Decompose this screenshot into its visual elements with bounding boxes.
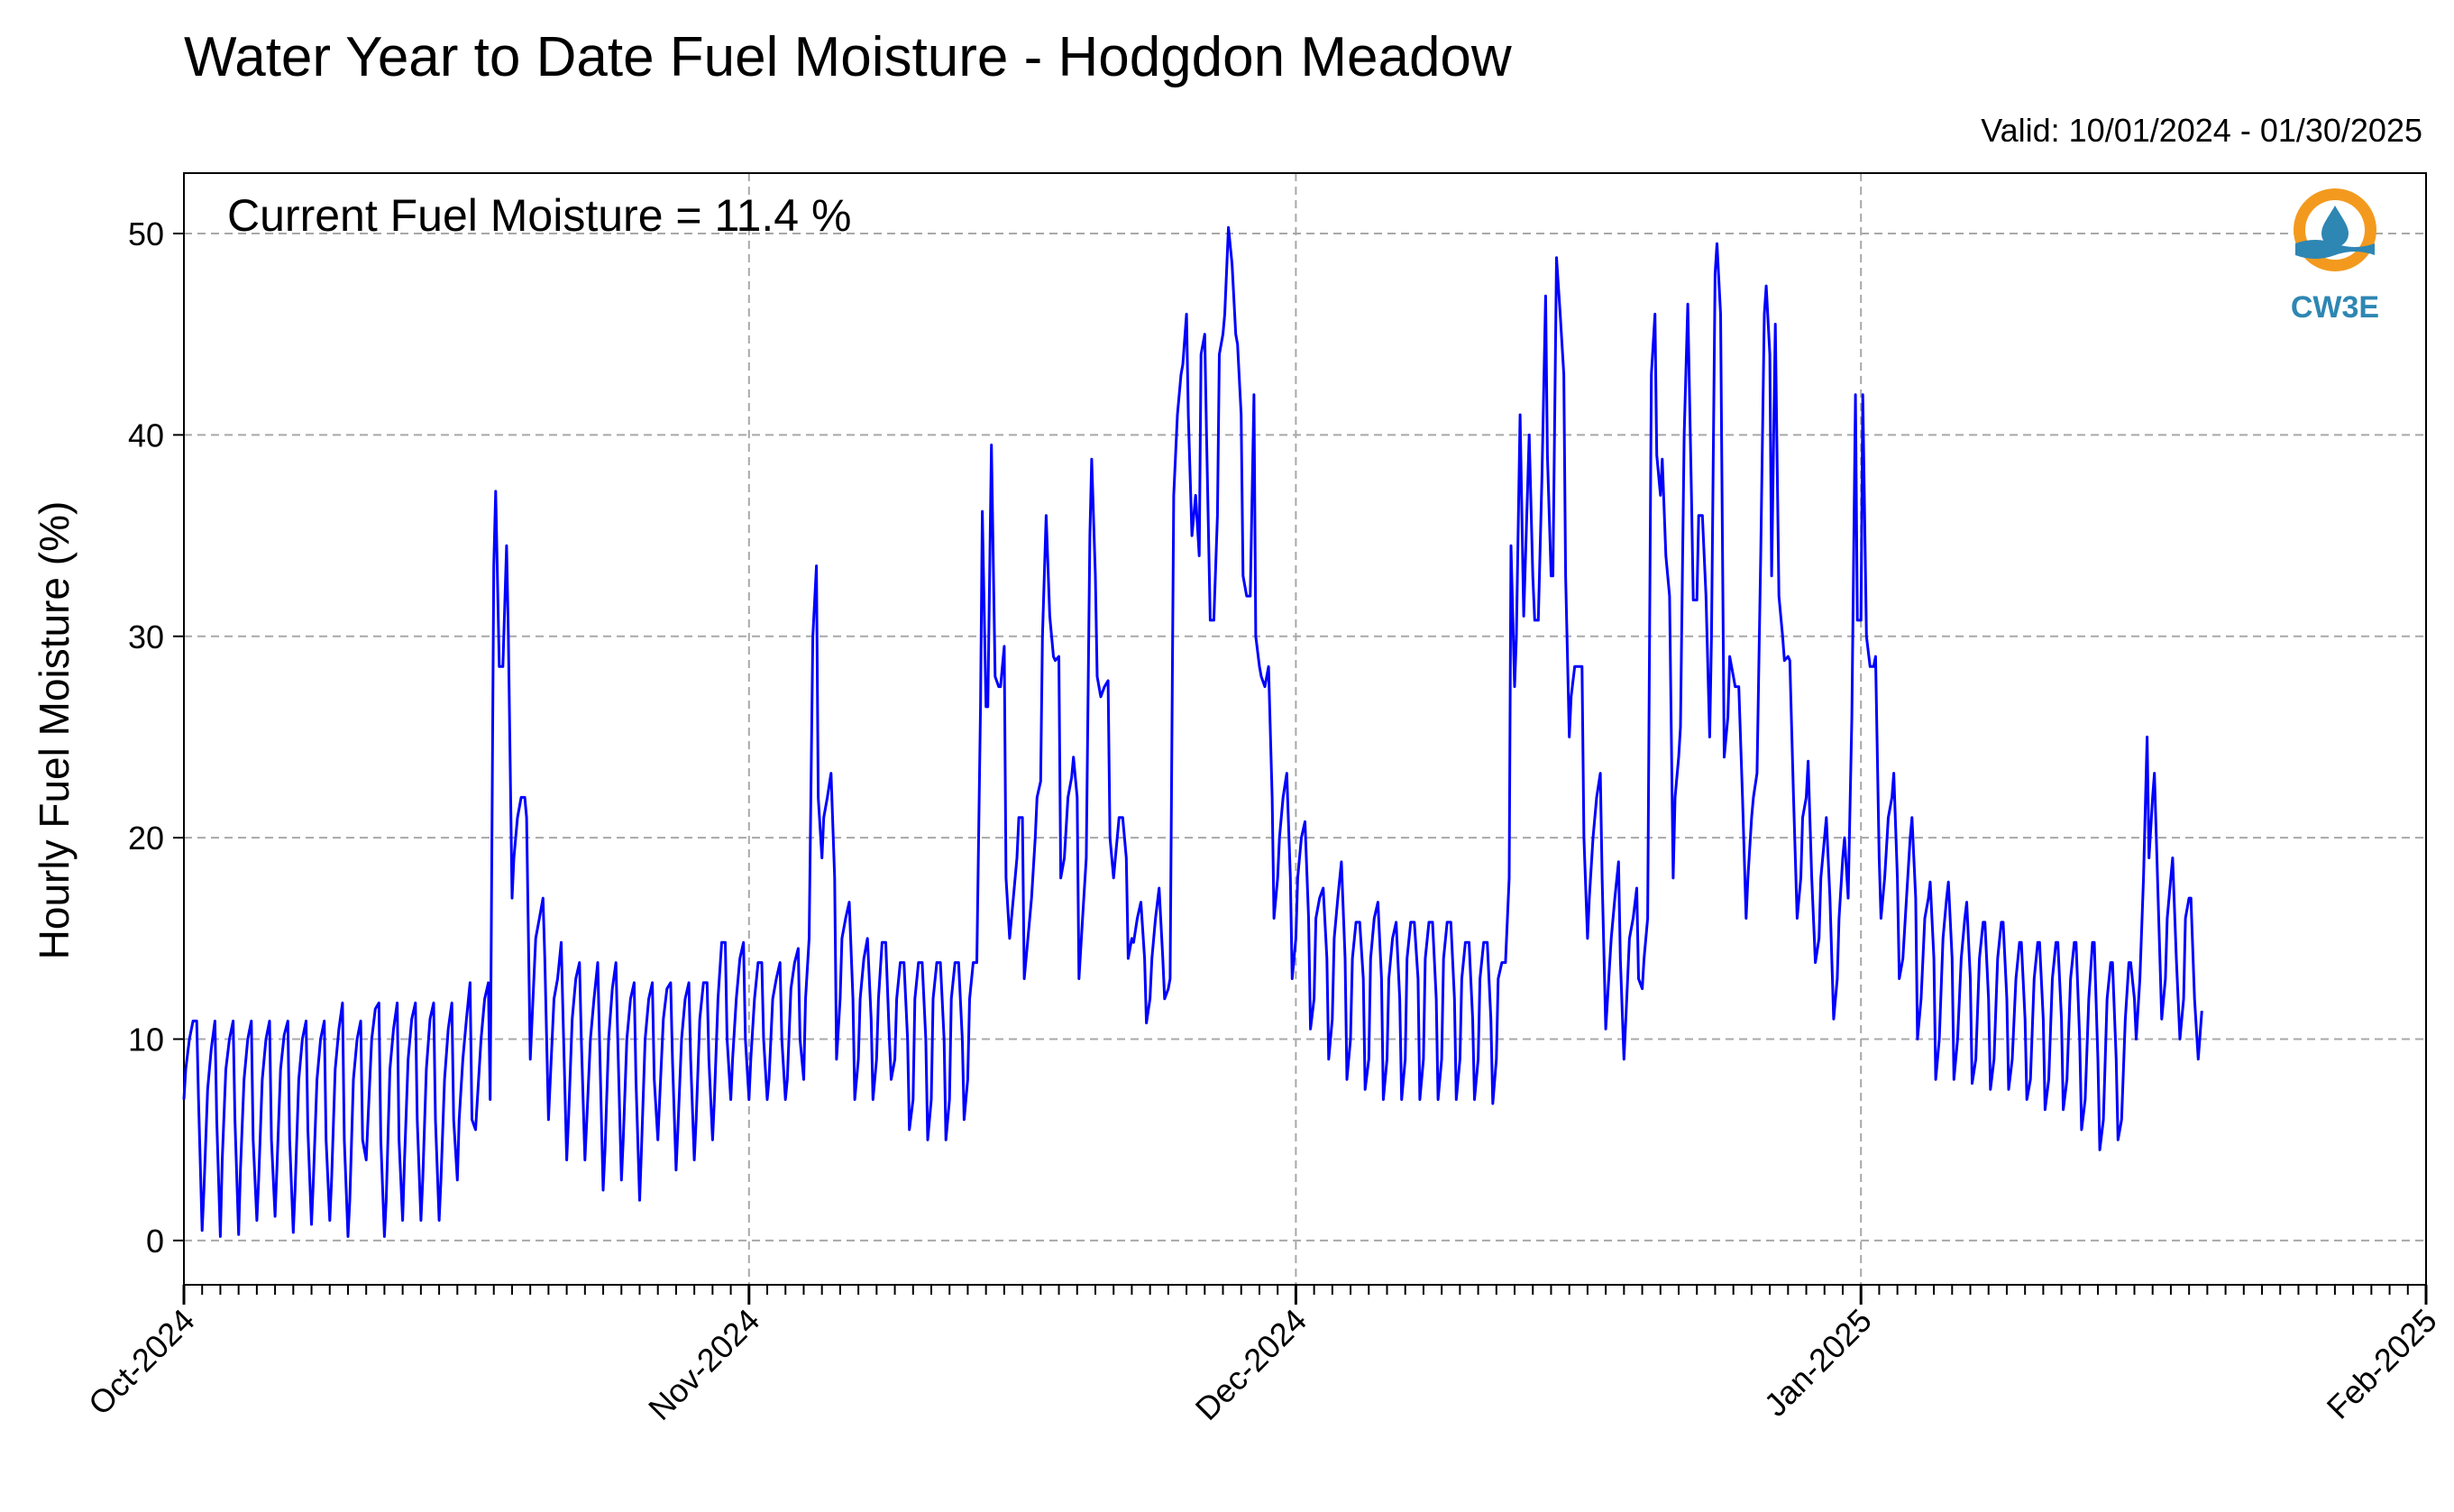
- y-tick-label-0: 0: [146, 1223, 164, 1260]
- y-tick-label-50: 50: [128, 215, 164, 252]
- y-axis-label: Hourly Fuel Moisture (%): [31, 501, 78, 960]
- valid-date-range: Valid: 10/01/2024 - 01/30/2025: [1981, 112, 2422, 149]
- x-tick-label-Dec-2024: Dec-2024: [1188, 1302, 1314, 1427]
- y-tick-label-30: 30: [128, 619, 164, 655]
- page-title: Water Year to Date Fuel Moisture - Hodgd…: [184, 26, 1512, 88]
- plot-frame: [183, 172, 2427, 1286]
- x-tick-label-Nov-2024: Nov-2024: [641, 1302, 766, 1427]
- grid: [184, 173, 2426, 1285]
- x-minor-ticks: [183, 1285, 2427, 1295]
- x-tick-label-Oct-2024: Oct-2024: [81, 1302, 202, 1423]
- logo-waves: [2295, 240, 2375, 259]
- series-line-fuel-moisture: [182, 225, 2203, 1238]
- logo-text: CW3E: [2291, 290, 2379, 325]
- y-tick-label-40: 40: [128, 417, 164, 454]
- current-fuel-moisture-label: Current Fuel Moisture = 11.4 %: [227, 190, 851, 241]
- x-tick-label-Feb-2025: Feb-2025: [2320, 1302, 2444, 1426]
- cw3e-logo: CW3E: [2291, 188, 2379, 325]
- water-drop-icon: [2321, 206, 2349, 247]
- axes: [183, 172, 2427, 1286]
- x-tick-label-Jan-2025: Jan-2025: [1757, 1302, 1879, 1424]
- y-tick-label-10: 10: [128, 1021, 164, 1058]
- y-tick-label-20: 20: [128, 820, 164, 857]
- x-axis-ticks: Oct-2024 Nov-2024 Dec-2024 Jan-2025 Feb-2025: [81, 1285, 2444, 1427]
- y-axis-ticks: 0 10 20 30 40 50: [128, 215, 184, 1260]
